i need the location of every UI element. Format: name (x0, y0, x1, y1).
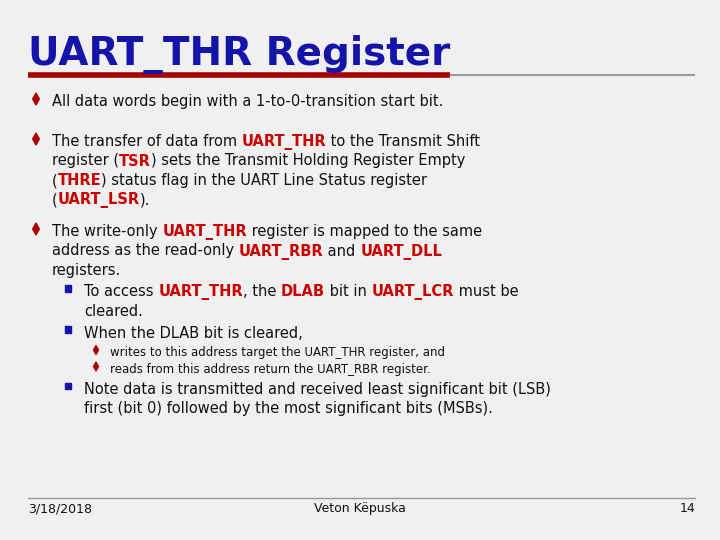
Text: UART_RBR: UART_RBR (239, 244, 323, 260)
Text: bit in: bit in (325, 285, 372, 300)
Text: cleared.: cleared. (84, 304, 143, 319)
Polygon shape (94, 346, 99, 354)
Text: must be: must be (454, 285, 518, 300)
Polygon shape (32, 223, 40, 235)
Polygon shape (32, 93, 40, 105)
Text: to the Transmit Shift: to the Transmit Shift (326, 134, 480, 149)
Text: 14: 14 (679, 502, 695, 515)
Text: Veton Këpuska: Veton Këpuska (314, 502, 406, 515)
Text: writes to this address target the UART_THR register, and: writes to this address target the UART_T… (110, 346, 445, 359)
Text: To access: To access (84, 285, 158, 300)
Text: UART_THR: UART_THR (242, 134, 326, 150)
Polygon shape (66, 285, 71, 292)
Text: (: ( (52, 192, 58, 207)
Text: register is mapped to the same: register is mapped to the same (247, 224, 482, 239)
Text: All data words begin with a 1-to-0-transition start bit.: All data words begin with a 1-to-0-trans… (52, 94, 444, 109)
Polygon shape (32, 133, 40, 145)
Text: UART_LSR: UART_LSR (58, 192, 140, 208)
Text: The transfer of data from: The transfer of data from (52, 134, 242, 149)
Text: , the: , the (243, 285, 281, 300)
Text: DLAB: DLAB (281, 285, 325, 300)
Polygon shape (66, 383, 71, 389)
Text: TSR: TSR (119, 153, 151, 168)
Text: ) status flag in the UART Line Status register: ) status flag in the UART Line Status re… (102, 173, 428, 188)
Text: first (bit 0) followed by the most significant bits (MSBs).: first (bit 0) followed by the most signi… (84, 402, 493, 416)
Text: reads from this address return the UART_RBR register.: reads from this address return the UART_… (110, 362, 431, 375)
Text: UART_DLL: UART_DLL (360, 244, 442, 260)
Text: ).: ). (140, 192, 150, 207)
Text: ) sets the Transmit Holding Register Empty: ) sets the Transmit Holding Register Emp… (151, 153, 465, 168)
Polygon shape (94, 362, 99, 371)
Text: and: and (323, 244, 360, 259)
Polygon shape (66, 326, 71, 333)
Text: The write-only: The write-only (52, 224, 162, 239)
Text: UART_THR: UART_THR (158, 285, 243, 300)
Text: 3/18/2018: 3/18/2018 (28, 502, 92, 515)
Text: When the DLAB bit is cleared,: When the DLAB bit is cleared, (84, 326, 302, 341)
Text: register (: register ( (52, 153, 119, 168)
Text: UART_THR Register: UART_THR Register (28, 35, 450, 74)
Text: UART_LCR: UART_LCR (372, 285, 454, 300)
Text: registers.: registers. (52, 263, 121, 278)
Text: Note data is transmitted and received least significant bit (LSB): Note data is transmitted and received le… (84, 382, 551, 397)
Text: THRE: THRE (58, 173, 102, 188)
Text: address as the read-only: address as the read-only (52, 244, 239, 259)
Text: UART_THR: UART_THR (162, 224, 247, 240)
Text: (: ( (52, 173, 58, 188)
